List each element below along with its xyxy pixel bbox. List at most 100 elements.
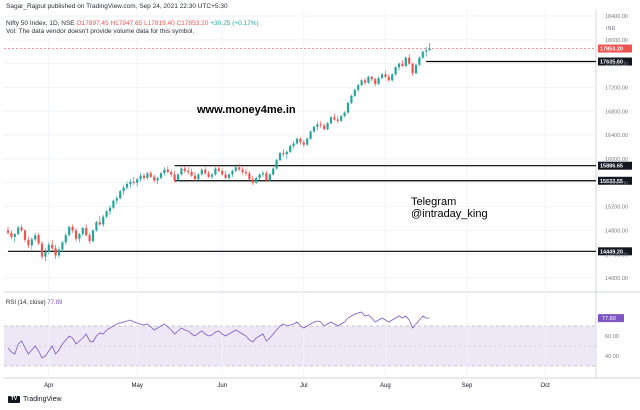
candle-body[interactable] (272, 168, 275, 175)
candle-body[interactable] (108, 207, 112, 212)
candle-body[interactable] (210, 174, 214, 177)
candle-body[interactable] (20, 227, 23, 231)
candle-body[interactable] (238, 167, 241, 170)
candle-body[interactable] (64, 235, 67, 243)
candle-body[interactable] (421, 51, 424, 58)
candle-body[interactable] (408, 57, 411, 64)
candle-body[interactable] (350, 95, 353, 103)
candle-body[interactable] (251, 179, 254, 183)
candle-body[interactable] (234, 167, 237, 171)
candle-body[interactable] (95, 222, 98, 231)
candle-body[interactable] (34, 235, 37, 240)
candle-body[interactable] (71, 226, 74, 231)
candle-body[interactable] (23, 230, 27, 240)
candle-body[interactable] (44, 251, 47, 257)
candle-body[interactable] (221, 170, 224, 175)
candle-body[interactable] (170, 172, 173, 175)
candle-body[interactable] (377, 77, 380, 84)
candle-body[interactable] (129, 181, 132, 184)
candle-body[interactable] (414, 64, 418, 74)
candle-body[interactable] (224, 174, 227, 179)
candle-body[interactable] (227, 174, 231, 179)
candle-body[interactable] (418, 57, 421, 65)
candle-body[interactable] (336, 119, 339, 121)
candle-body[interactable] (207, 173, 210, 177)
candle-body[interactable] (425, 50, 428, 52)
candle-body[interactable] (125, 183, 129, 188)
candle-body[interactable] (374, 79, 377, 84)
candle-body[interactable] (166, 169, 169, 173)
candle-body[interactable] (187, 170, 190, 173)
candle-body[interactable] (74, 230, 78, 239)
candle-body[interactable] (357, 85, 360, 90)
candle-body[interactable] (204, 169, 207, 174)
candle-body[interactable] (6, 230, 10, 233)
candle-body[interactable] (163, 169, 166, 174)
candle-body[interactable] (285, 151, 288, 155)
candle-body[interactable] (278, 153, 282, 161)
candle-body[interactable] (316, 124, 319, 127)
candle-body[interactable] (346, 102, 350, 113)
candle-body[interactable] (268, 174, 271, 181)
candle-body[interactable] (105, 211, 108, 217)
candle-body[interactable] (343, 112, 346, 117)
candle-body[interactable] (115, 198, 118, 201)
candle-body[interactable] (333, 117, 336, 120)
candle-body[interactable] (78, 234, 81, 239)
candle-body[interactable] (241, 169, 244, 173)
candle-body[interactable] (214, 168, 217, 175)
candle-body[interactable] (261, 173, 265, 175)
footer-brand[interactable]: TV TradingView (8, 396, 62, 403)
candle-body[interactable] (394, 67, 397, 75)
rsi-series-line[interactable] (7, 311, 430, 359)
candle-body[interactable] (309, 131, 312, 139)
candle-body[interactable] (323, 125, 326, 130)
candle-body[interactable] (363, 80, 367, 83)
price-axis[interactable]: 14000.00 14400.00 14800.00 15200.00 15600.00… (605, 14, 628, 282)
candle-body[interactable] (183, 168, 186, 171)
candle-body[interactable] (353, 89, 356, 96)
candle-body[interactable] (193, 175, 197, 180)
candle-body[interactable] (91, 230, 95, 242)
candle-body[interactable] (384, 74, 387, 77)
candle-body[interactable] (411, 63, 414, 74)
candle-body[interactable] (231, 170, 234, 175)
candle-body[interactable] (98, 222, 101, 225)
candle-body[interactable] (81, 228, 84, 235)
candle-body[interactable] (153, 176, 156, 181)
candle-body[interactable] (275, 160, 278, 169)
candle-body[interactable] (102, 216, 105, 225)
candle-body[interactable] (176, 174, 180, 181)
candle-body[interactable] (397, 63, 401, 68)
candle-body[interactable] (47, 244, 50, 252)
candle-body[interactable] (391, 74, 394, 81)
candle-body[interactable] (319, 124, 322, 126)
candle-body[interactable] (139, 175, 142, 180)
candle-body[interactable] (360, 80, 363, 86)
candle-body[interactable] (112, 200, 115, 208)
candle-body[interactable] (88, 235, 91, 242)
candle-body[interactable] (85, 228, 88, 236)
candle-body[interactable] (40, 243, 44, 257)
candle-body[interactable] (367, 76, 370, 83)
candle-body[interactable] (401, 63, 404, 67)
candle-body[interactable] (159, 173, 163, 179)
candle-body[interactable] (146, 173, 149, 179)
candle-body[interactable] (122, 187, 125, 192)
candle-body[interactable] (370, 76, 373, 80)
candle-body[interactable] (136, 179, 139, 183)
candle-body[interactable] (68, 226, 71, 236)
candle-body[interactable] (54, 248, 57, 256)
candle-body[interactable] (190, 172, 193, 176)
candle-body[interactable] (306, 138, 309, 145)
candle-body[interactable] (13, 234, 16, 237)
candle-body[interactable] (326, 123, 329, 130)
candle-body[interactable] (299, 138, 302, 143)
candle-body[interactable] (57, 249, 61, 256)
candle-body[interactable] (282, 153, 285, 155)
candle-body[interactable] (295, 138, 299, 144)
candle-body[interactable] (255, 178, 258, 183)
candle-body[interactable] (265, 173, 268, 181)
